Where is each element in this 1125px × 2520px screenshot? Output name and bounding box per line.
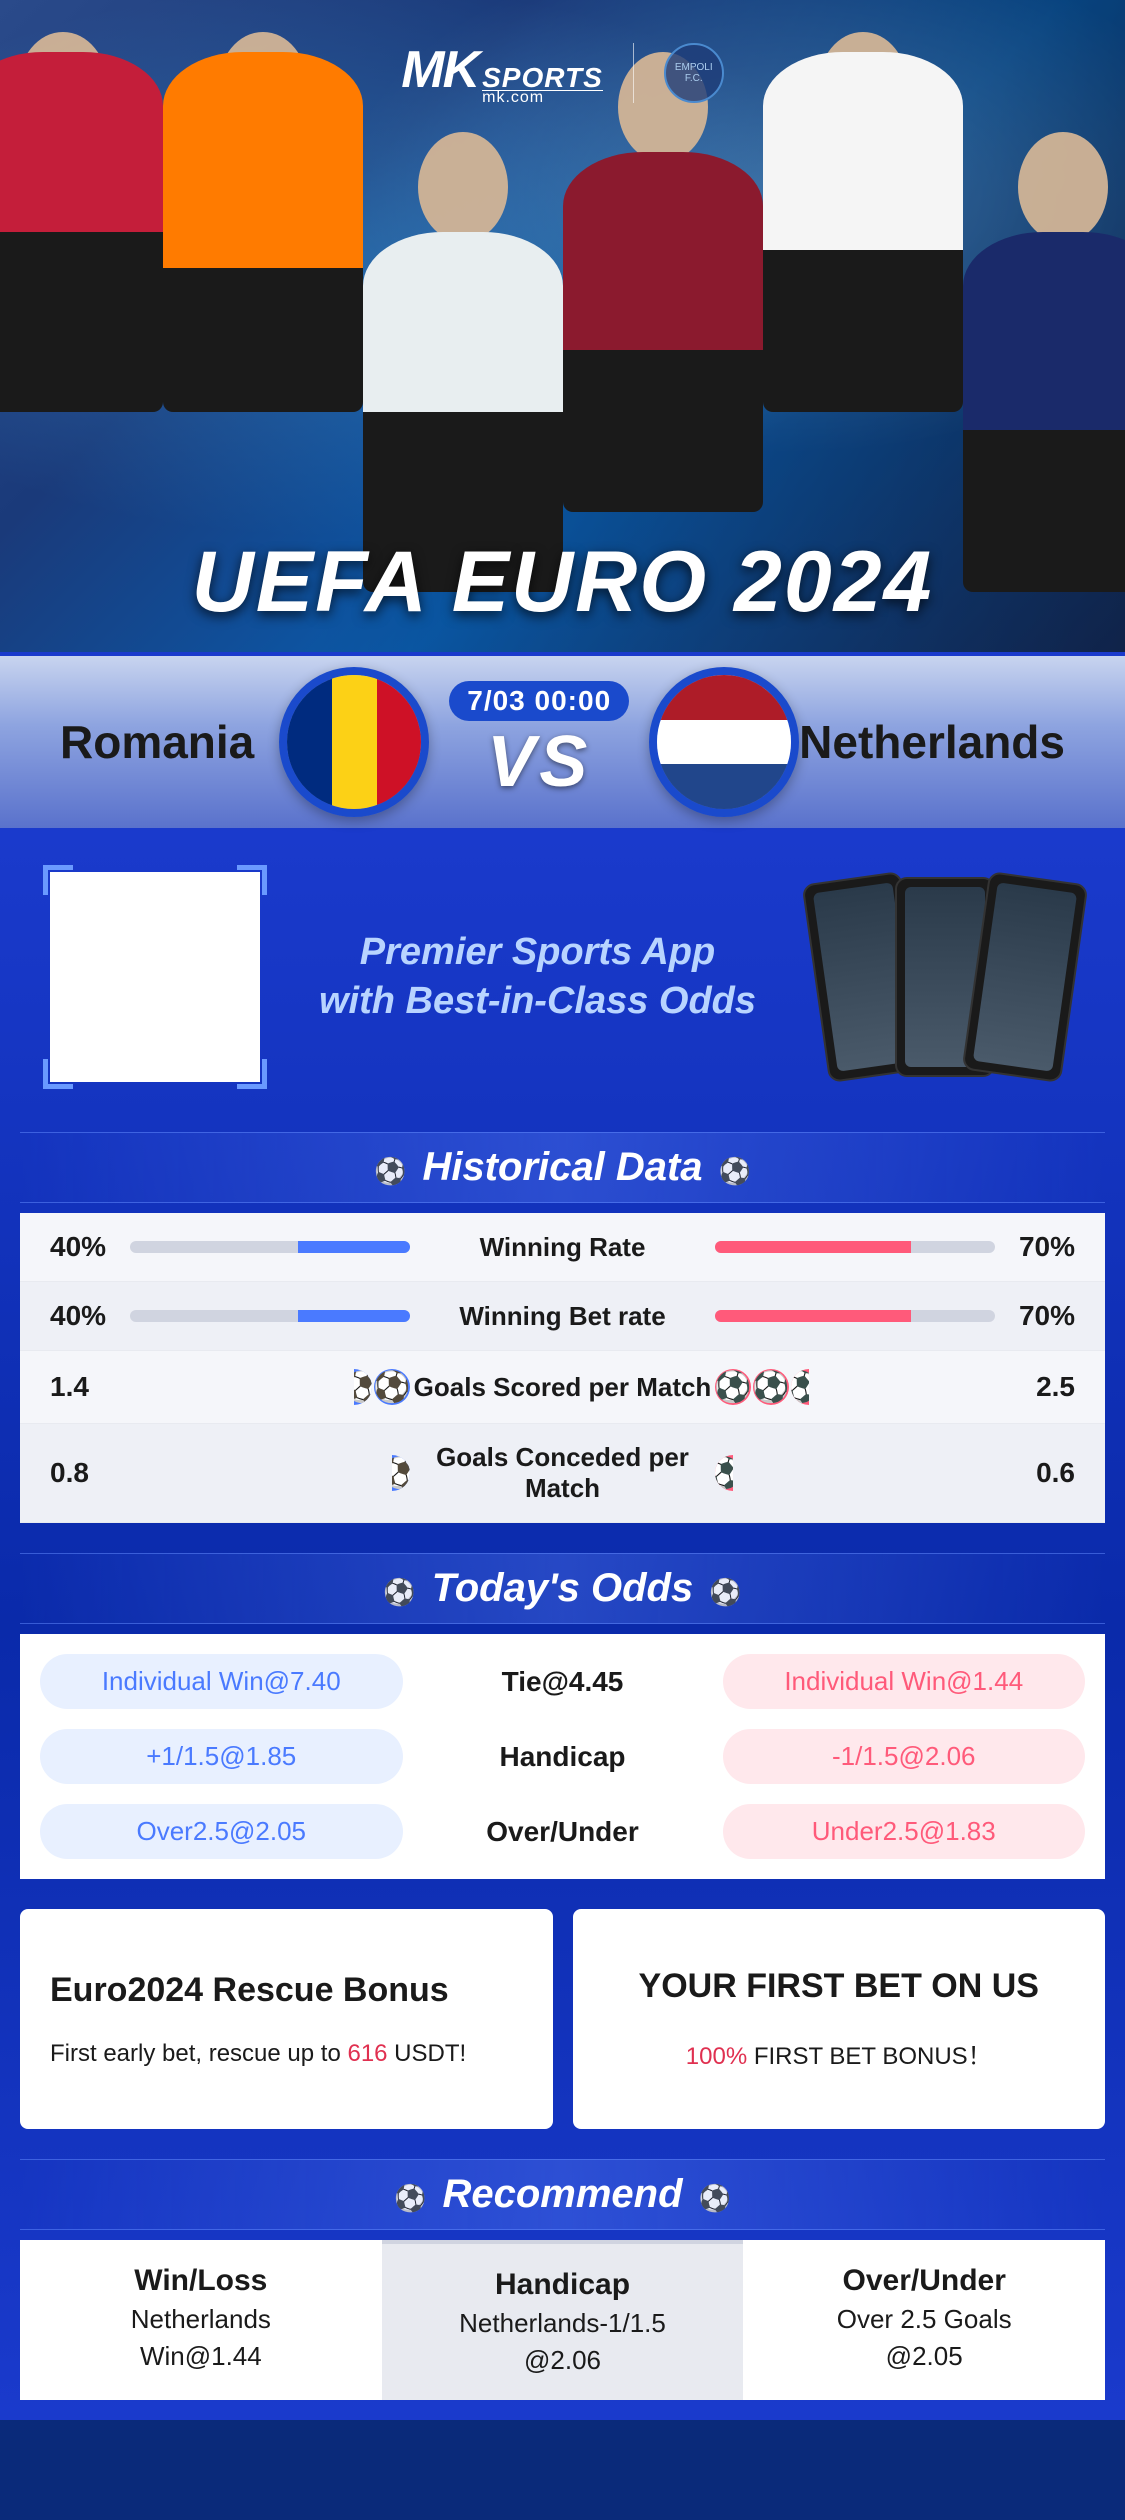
bonus-text: 100% FIRST BET BONUS！	[603, 2036, 1076, 2071]
odds-right-pill[interactable]: Under2.5@1.83	[723, 1804, 1086, 1859]
recommend-tab-sub: Over 2.5 Goals	[753, 2304, 1095, 2335]
odds-left-pill[interactable]: Over2.5@2.05	[40, 1804, 403, 1859]
match-datetime: 7/03 00:00	[449, 681, 629, 721]
recommend-header: Recommend	[20, 2159, 1105, 2230]
recommend-tab-odds: Win@1.44	[30, 2341, 372, 2372]
hero-title: UEFA EURO 2024	[0, 533, 1125, 652]
recommend-tab-title: Handicap	[392, 2268, 734, 2302]
hist-left-value: 0.8	[50, 1457, 130, 1489]
recommend-tab[interactable]: Over/Under Over 2.5 Goals @2.05	[743, 2240, 1105, 2400]
brand-logo-prefix: MK	[401, 40, 478, 100]
team-left-name: Romania	[0, 715, 279, 769]
bonus-text: First early bet, rescue up to 616 USDT!	[50, 2040, 523, 2068]
recommend-tab-sub: Netherlands	[30, 2304, 372, 2335]
club-badge-icon: EMPOLI F.C.	[664, 43, 724, 103]
odds-center-label: Over/Under	[433, 1816, 693, 1848]
odds-center-label: Handicap	[433, 1741, 693, 1773]
match-bar: Romania 7/03 00:00 VS Netherlands	[0, 652, 1125, 832]
team-right-name: Netherlands	[799, 715, 1125, 769]
odds-row: Individual Win@7.40 Tie@4.45 Individual …	[40, 1654, 1085, 1709]
team-right-flag-icon	[649, 667, 799, 817]
promo-banner: Premier Sports App with Best-in-Class Od…	[20, 852, 1105, 1102]
odds-left-pill[interactable]: +1/1.5@1.85	[40, 1729, 403, 1784]
odds-right-pill[interactable]: -1/1.5@2.06	[723, 1729, 1086, 1784]
bonus-card[interactable]: Euro2024 Rescue Bonus First early bet, r…	[20, 1909, 553, 2129]
recommend-tabs: Win/Loss Netherlands Win@1.44 Handicap N…	[20, 2240, 1105, 2400]
brand-logo-url: mk.com	[482, 90, 603, 105]
historical-row: 0.8 Goals Conceded per Match 0.6	[20, 1424, 1105, 1523]
bonus-card[interactable]: YOUR FIRST BET ON US 100% FIRST BET BONU…	[573, 1909, 1106, 2129]
hist-right-value: 70%	[995, 1300, 1075, 1332]
bonus-title: Euro2024 Rescue Bonus	[50, 1971, 523, 2010]
odds-row: Over2.5@2.05 Over/Under Under2.5@1.83	[40, 1804, 1085, 1859]
recommend-tab-title: Over/Under	[753, 2264, 1095, 2298]
hist-label: Goals Conceded per Match	[410, 1442, 715, 1504]
recommend-tab-odds: @2.05	[753, 2341, 1095, 2372]
hero-banner: MK SPORTS mk.com EMPOLI F.C. UEFA EURO 2…	[0, 0, 1125, 652]
qr-code-icon[interactable]	[50, 872, 260, 1082]
recommend-tab[interactable]: Handicap Netherlands-1/1.5 @2.06	[382, 2240, 744, 2400]
historical-row: 40% Winning Rate 70%	[20, 1213, 1105, 1282]
hist-label: Goals Scored per Match	[410, 1372, 715, 1403]
recommend-tab-title: Win/Loss	[30, 2264, 372, 2298]
team-left-flag-icon	[279, 667, 429, 817]
odds-row: +1/1.5@1.85 Handicap -1/1.5@2.06	[40, 1729, 1085, 1784]
hist-right-value: 70%	[995, 1231, 1075, 1263]
app-screenshots-icon	[815, 877, 1075, 1077]
recommend-tab-odds: @2.06	[392, 2345, 734, 2376]
promo-text: Premier Sports App with Best-in-Class Od…	[300, 928, 775, 1027]
historical-row: 1.4 Goals Scored per Match 2.5	[20, 1351, 1105, 1424]
hist-left-value: 40%	[50, 1231, 130, 1263]
vs-label: VS	[449, 721, 629, 803]
hist-right-value: 0.6	[995, 1457, 1075, 1489]
hist-label: Winning Rate	[410, 1232, 715, 1263]
hist-left-value: 1.4	[50, 1371, 130, 1403]
brand-logo: MK SPORTS mk.com	[401, 40, 603, 106]
bonus-cards: Euro2024 Rescue Bonus First early bet, r…	[20, 1909, 1105, 2129]
odds-left-pill[interactable]: Individual Win@7.40	[40, 1654, 403, 1709]
recommend-tab[interactable]: Win/Loss Netherlands Win@1.44	[20, 2240, 382, 2400]
odds-right-pill[interactable]: Individual Win@1.44	[723, 1654, 1086, 1709]
historical-table: 40% Winning Rate 70% 40% Winning Bet rat…	[20, 1213, 1105, 1523]
brand-logo-name: SPORTS	[482, 65, 603, 90]
hist-right-value: 2.5	[995, 1371, 1075, 1403]
recommend-tab-sub: Netherlands-1/1.5	[392, 2308, 734, 2339]
odds-header: Today's Odds	[20, 1553, 1105, 1624]
hist-left-value: 40%	[50, 1300, 130, 1332]
historical-header: Historical Data	[20, 1132, 1105, 1203]
odds-center-label: Tie@4.45	[433, 1666, 693, 1698]
historical-row: 40% Winning Bet rate 70%	[20, 1282, 1105, 1351]
odds-table: Individual Win@7.40 Tie@4.45 Individual …	[20, 1634, 1105, 1879]
hist-label: Winning Bet rate	[410, 1301, 715, 1332]
bonus-title: YOUR FIRST BET ON US	[603, 1967, 1076, 2006]
